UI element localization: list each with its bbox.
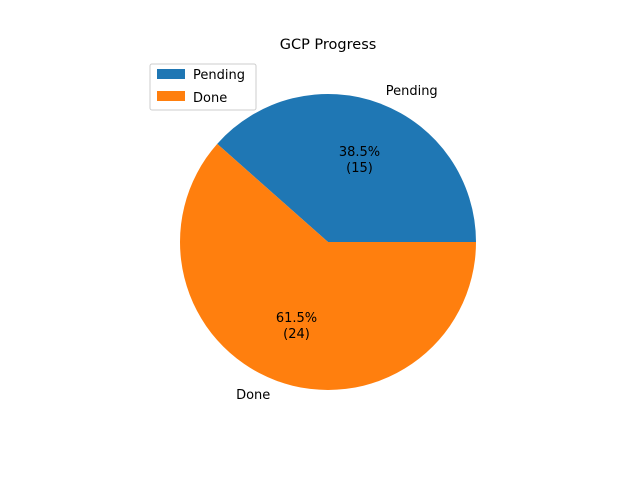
slice-percent-label-done: 61.5% <box>276 311 317 326</box>
slice-label-pending: Pending <box>386 84 438 99</box>
pie-slice-done <box>180 143 476 390</box>
chart-legend: Pending Done <box>149 63 257 111</box>
slice-percent-label-pending: 38.5% <box>339 145 380 160</box>
legend-label-done: Done <box>193 91 227 106</box>
legend-label-pending: Pending <box>193 68 245 83</box>
slice-count-label-done: (24) <box>283 327 310 342</box>
legend-swatch-pending <box>157 69 185 79</box>
chart-title: GCP Progress <box>280 37 377 53</box>
slice-count-label-pending: (15) <box>346 161 373 176</box>
slice-label-done: Done <box>236 388 270 403</box>
pie-slice-pending <box>217 94 477 242</box>
legend-swatch-done <box>157 91 185 101</box>
